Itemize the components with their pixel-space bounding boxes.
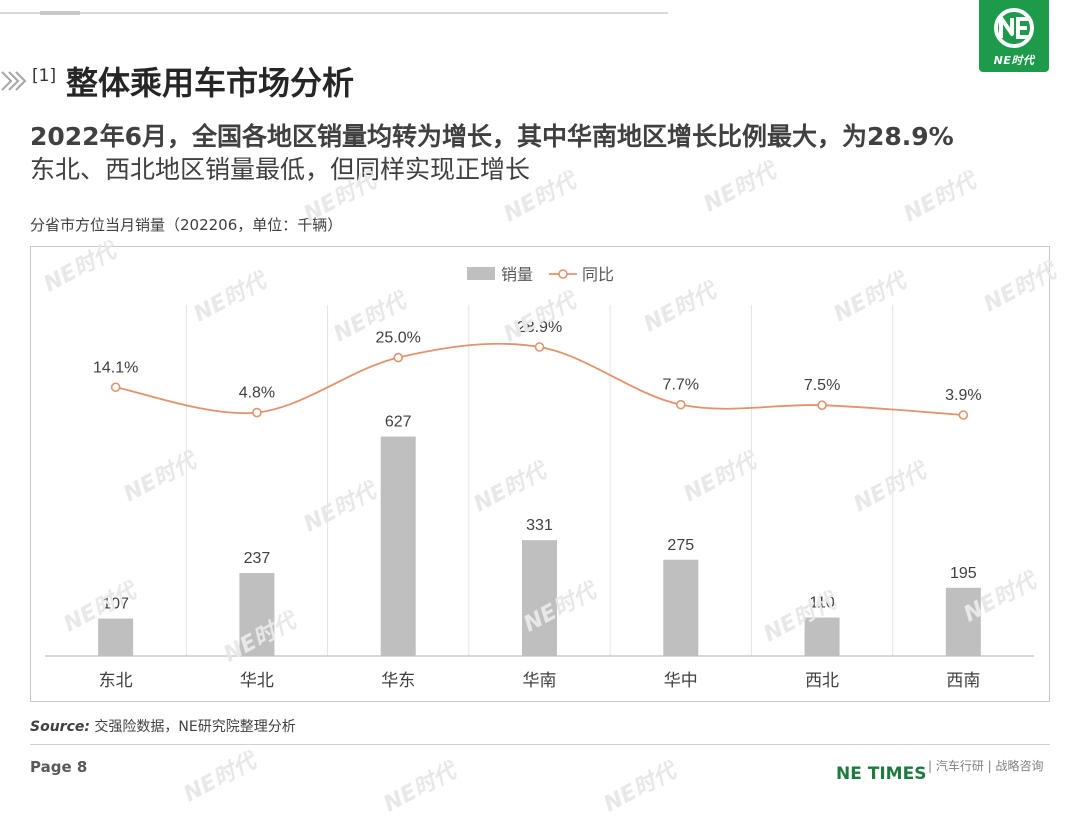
yoy-value-label: 7.5% [804,377,840,394]
source-text: 交强险数据，NE研究院整理分析 [94,719,296,735]
logo-text: NE时代 [993,54,1035,67]
ne-logo-icon [994,8,1034,48]
chart-frame: 107 237 627 331 275 110 195 东北 华北 华东 华南 华中 西北 西南 14.1%… [30,246,1050,702]
headline-line-1: 2022年6月，全国各地区销量均转为增长，其中华南地区增长比例最大，为28.9% [30,122,954,151]
footer-tagline: | 汽车行研 | 战略咨询 [928,759,1044,773]
yoy-value-label: 14.1% [93,359,138,376]
chart-caption: 分省市方位当月销量（202206，单位：千辆） [30,216,343,234]
bar-西南 [945,587,981,656]
x-tick-label: 西北 [805,671,839,690]
x-tick-label: 华南 [523,671,557,690]
yoy-value-label: 28.9% [517,319,562,336]
bar-value-label: 331 [526,517,553,534]
bar-value-label: 195 [950,565,977,582]
bar-西北 [804,617,840,656]
bar-华北 [239,573,275,656]
bar-华东 [380,436,416,656]
watermark: NE时代 [379,758,460,818]
yoy-value-label: 4.8% [239,385,275,402]
bar-东北 [98,618,134,656]
legend-line-label: 同比 [582,266,614,284]
x-tick-label: 华北 [240,671,274,690]
bar-value-label: 627 [385,414,412,431]
section-number: [1] [32,66,57,86]
legend-bar-label: 销量 [501,266,533,284]
source-note: Source: 交强险数据，NE研究院整理分析 [30,716,296,736]
legend-line-marker [558,269,568,279]
x-tick-label: 华中 [664,671,698,690]
bar-value-label: 275 [667,537,694,554]
yoy-value-label: 25.0% [376,330,421,347]
watermark: NE时代 [699,158,780,218]
bar-value-label: 107 [102,596,129,613]
watermark: NE时代 [599,758,680,818]
footer-rule [30,744,1050,745]
page-title: 整体乘用车市场分析 [66,64,355,102]
yoy-value-label: 3.9% [945,387,981,404]
yoy-point-东北 [110,382,121,393]
x-tick-label: 华东 [381,671,415,690]
bar-value-label: 237 [244,550,271,567]
bar-value-label: 110 [809,595,835,612]
watermark: NE时代 [179,748,260,808]
top-rule [0,12,668,14]
legend-bar-swatch [467,267,495,280]
bar-华中 [663,559,699,656]
regional-sales-chart: 107 237 627 331 275 110 195 东北 华北 华东 华南 华中 西北 西南 14.1%… [45,266,1034,690]
yoy-point-西南 [958,410,969,420]
footer-brand: NE TIMES [836,764,927,784]
x-tick-label: 西南 [946,671,980,690]
yoy-point-华北 [252,407,262,418]
yoy-point-西北 [817,400,827,411]
source-label: Source: [30,719,90,735]
watermark: NE时代 [899,168,980,228]
yoy-point-华中 [675,399,686,410]
yoy-value-label: 7.7% [663,377,699,394]
top-rule-accent [40,11,80,15]
bar-华南 [522,540,557,656]
ne-times-logo: NE时代 [979,0,1049,72]
yoy-point-华东 [393,352,404,363]
page-number: Page 8 [30,758,88,776]
x-tick-label: 东北 [99,671,133,690]
headline-line-2: 东北、西北地区销量最低，但同样实现正增长 [30,155,531,184]
yoy-point-华南 [534,342,545,352]
chevron-right-icon [1,71,27,91]
